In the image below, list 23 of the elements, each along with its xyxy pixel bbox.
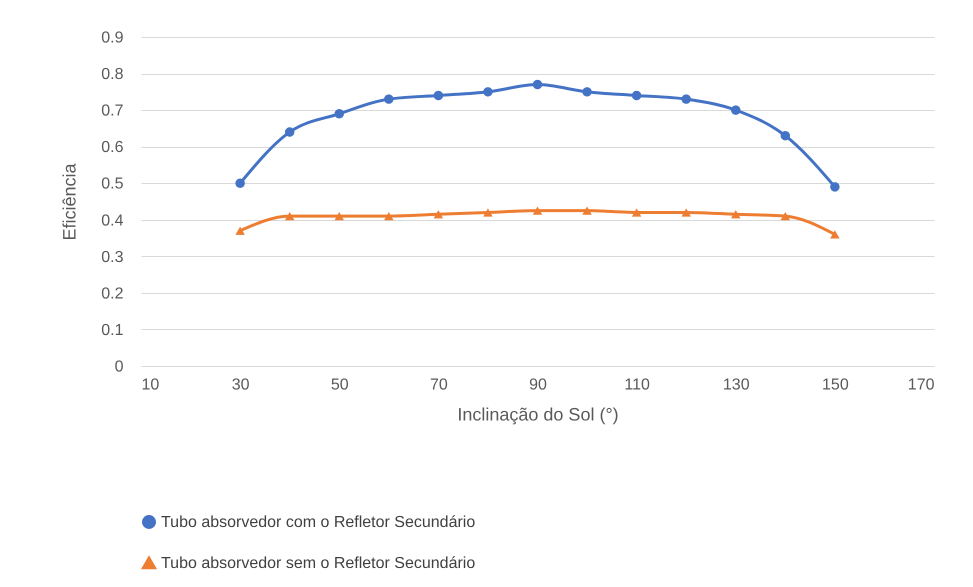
legend-label: Tubo absorvedor sem o Refletor Secundário [161,555,476,572]
x-tick-label: 30 [232,376,250,394]
y-tick-label: 0.2 [101,285,124,302]
x-tick-label: 70 [430,376,448,394]
y-tick-label: 0.1 [101,322,124,339]
x-tick-label: 90 [529,376,547,394]
y-tick-label: 0.3 [101,248,124,266]
y-tick-label: 0.7 [101,102,124,120]
y-tick-label: 0.5 [101,176,124,193]
y-tick-label: 0.4 [101,212,124,230]
y-tick-label: 0.9 [101,30,124,46]
x-tick-label: 170 [908,376,935,394]
x-tick-label: 50 [330,376,349,394]
x-tick-label: 130 [722,376,750,394]
legend-label: Tubo absorvedor com o Refletor Secundário [161,514,476,531]
x-axis-title: Inclinação do Sol (°) [457,404,619,424]
y-tick-label: 0 [114,358,124,376]
y-axis-title: Eficiência [59,162,80,241]
y-tick-label: 0.6 [101,139,124,156]
y-tick-label: 0.8 [101,66,124,84]
x-tick-label: 150 [822,376,849,394]
x-tick-label: 10 [142,376,160,394]
x-tick-label: 110 [624,376,650,394]
